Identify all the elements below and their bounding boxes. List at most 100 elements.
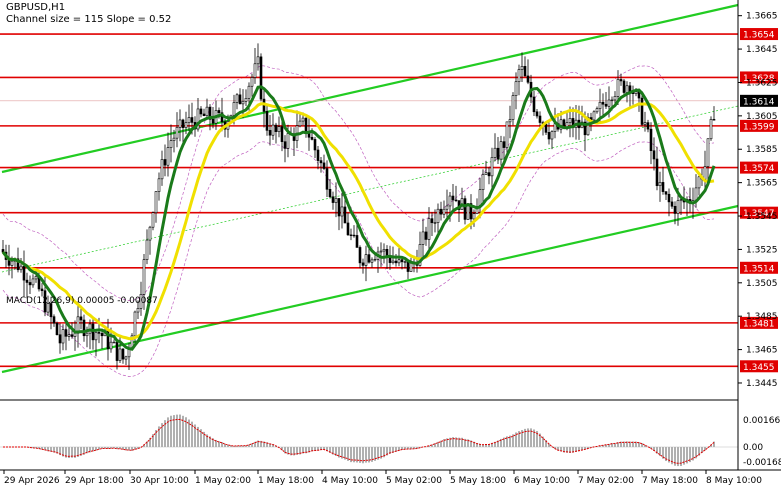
candle-body <box>463 198 467 220</box>
level-tag-label: 1.3574 <box>743 164 775 174</box>
candle-body <box>112 341 116 344</box>
candle-body <box>622 80 626 93</box>
candle-body <box>268 130 272 136</box>
candle-body <box>121 348 125 360</box>
candle-body <box>232 102 236 116</box>
candle-body <box>85 332 89 337</box>
candle-body <box>274 124 278 132</box>
candle-body <box>625 85 629 93</box>
level-tag-label: 1.3654 <box>743 31 775 41</box>
symbol-label: GBPUSD,H1 <box>6 2 66 13</box>
candle-body <box>706 138 710 167</box>
candle-body <box>277 126 281 132</box>
candle-body <box>52 316 56 324</box>
price-tick-label: 1.3505 <box>746 279 778 289</box>
candle-body <box>202 113 206 117</box>
candle-body <box>133 311 137 337</box>
candle-body <box>136 308 140 313</box>
time-tick-label: 5 May 18:00 <box>450 476 506 486</box>
candle-body <box>379 250 383 253</box>
candle-body <box>163 159 167 166</box>
candle-body <box>100 333 104 337</box>
candle-body <box>493 147 497 158</box>
candle-body <box>190 117 194 123</box>
candle-body <box>514 81 518 96</box>
candle-body <box>448 195 452 207</box>
candle-body <box>22 265 26 281</box>
time-tick-label: 1 May 18:00 <box>258 476 314 486</box>
candle-body <box>271 124 275 136</box>
candle-body <box>172 137 176 141</box>
candle-body <box>409 262 413 272</box>
candle-body <box>649 128 653 152</box>
candle-body <box>424 231 428 240</box>
candle-body <box>667 193 671 203</box>
candle-body <box>199 108 203 115</box>
candle-body <box>397 259 401 264</box>
candle-body <box>568 118 572 124</box>
candle-body <box>151 212 155 228</box>
candle-body <box>454 199 458 202</box>
candle-body <box>640 97 644 125</box>
macd-signal-line <box>3 418 715 464</box>
candle-body <box>325 168 329 190</box>
macd-axis-label: 0.00166 <box>743 416 780 426</box>
candle-body <box>340 206 344 217</box>
candle-body <box>343 206 347 224</box>
price-tick-label: 1.3585 <box>746 145 778 155</box>
level-tag <box>740 161 778 174</box>
candle-body <box>559 119 563 130</box>
candle-body <box>364 254 368 266</box>
candle-body <box>34 276 38 280</box>
candle-body <box>244 98 248 102</box>
chart-header: GBPUSD,H1 Channel size = 115 Slope = 0.5… <box>6 2 171 26</box>
level-tag-label: 1.3628 <box>743 74 775 84</box>
candle-body <box>661 182 665 192</box>
candle-body <box>709 119 713 140</box>
candle-body <box>547 132 551 140</box>
time-tick-label: 7 May 02:00 <box>578 476 634 486</box>
candle-body <box>310 136 314 140</box>
candle-body <box>40 288 44 291</box>
time-tick-label: 7 May 18:00 <box>642 476 698 486</box>
candle-body <box>583 121 587 136</box>
price-tick-label: 1.3545 <box>746 212 778 222</box>
candle-body <box>304 117 308 133</box>
candle-body <box>394 260 398 264</box>
candle-body <box>142 259 146 295</box>
level-tag-label: 1.3614 <box>743 97 775 107</box>
candle-body <box>280 126 284 142</box>
candle-body <box>526 75 530 83</box>
channel-info-label: Channel size = 115 Slope = 0.52 <box>6 14 172 25</box>
channel-mid <box>1 105 739 273</box>
candle-body <box>655 158 659 186</box>
candle-body <box>520 66 524 70</box>
price-tick-label: 1.3625 <box>746 78 778 88</box>
level-tag <box>740 94 778 107</box>
price-tick-label: 1.3525 <box>746 245 778 255</box>
candle-body <box>595 108 599 113</box>
candle-body <box>538 115 542 123</box>
level-tag-label: 1.3599 <box>743 122 775 132</box>
candle-body <box>319 160 323 164</box>
candle-body <box>115 341 119 361</box>
candle-body <box>61 329 65 344</box>
candle-body <box>55 322 59 336</box>
ma-fast-line <box>1 85 716 351</box>
candle-body <box>247 85 251 99</box>
candle-body <box>367 254 371 263</box>
candle-body <box>496 147 500 160</box>
time-tick-label: 29 Apr 18:00 <box>65 476 124 486</box>
candle-body <box>346 222 350 236</box>
candle-body <box>235 94 239 103</box>
candle-body <box>523 66 527 77</box>
candle-body <box>472 213 476 220</box>
candle-body <box>118 348 122 361</box>
candle-body <box>712 119 716 121</box>
price-tick-label: 1.3605 <box>746 112 778 122</box>
candle-body <box>400 259 404 263</box>
candle-body <box>157 178 161 192</box>
candle-body <box>154 191 158 213</box>
